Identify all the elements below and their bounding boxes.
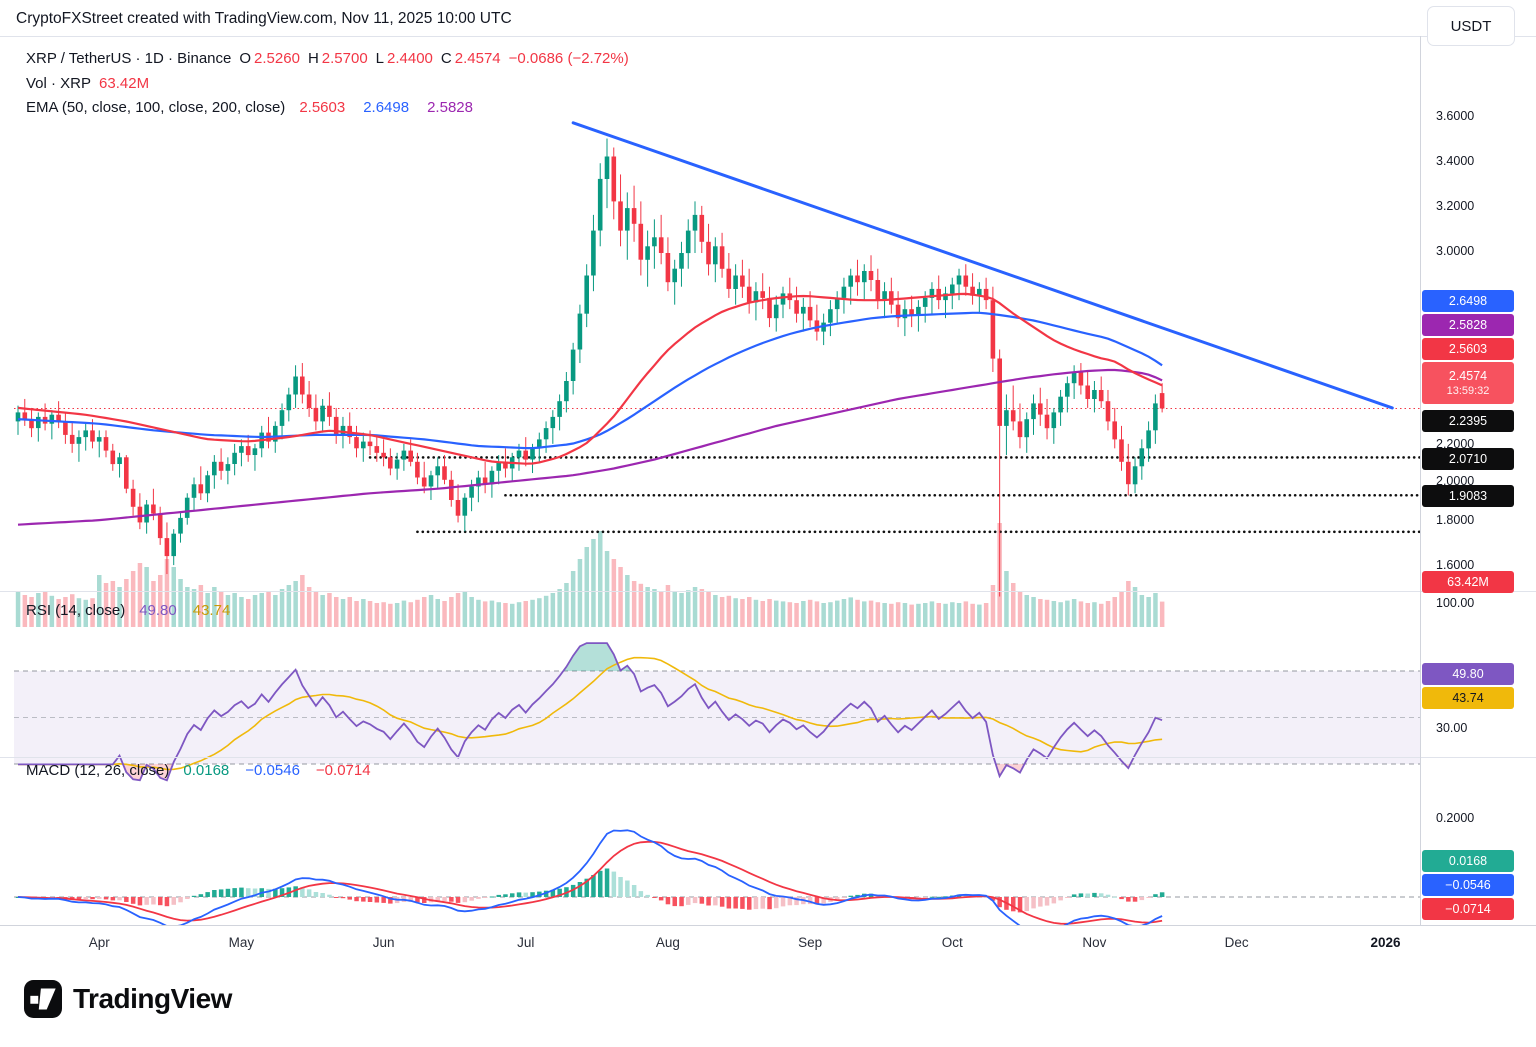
rsi-macd-separator[interactable] (0, 757, 1536, 758)
ema50-price-label: 2.5603 (1422, 338, 1514, 360)
price-tick: 2.2000 (1436, 437, 1475, 451)
ema100-value: 2.6498 (363, 99, 410, 116)
attribution-text: CryptoFXStreet created with TradingView.… (16, 10, 512, 27)
volume-bars (15, 523, 1165, 627)
rsi-ma-axis-label: 43.74 (1422, 687, 1514, 709)
descending-trendline (571, 121, 1394, 410)
chart-area[interactable] (0, 36, 1536, 962)
volume-legend-label: Vol · XRP (26, 75, 92, 92)
price-tick: 3.0000 (1436, 244, 1475, 258)
trendline (571, 121, 1394, 410)
support-level-label-3: 1.9083 (1422, 485, 1514, 507)
ema-legend[interactable]: EMA (50, close, 100, close, 200, close) … (26, 99, 473, 116)
rsi-scale-top: 100.00 (1436, 596, 1475, 610)
tradingview-brand[interactable]: TradingView (24, 980, 232, 1018)
support-level-lines (368, 456, 1420, 534)
ema200-line (17, 368, 1163, 526)
rsi-line (18, 642, 1163, 782)
macd-scale-tick: 0.2000 (1436, 811, 1475, 825)
volume-legend[interactable]: Vol · XRP 63.42M (26, 75, 149, 92)
time-axis-label: Oct (941, 935, 963, 950)
candles (15, 138, 1165, 597)
macd-line (17, 829, 1163, 931)
currency-toggle-button[interactable]: USDT (1427, 6, 1515, 46)
tradingview-brand-text: TradingView (73, 983, 232, 1014)
bar-countdown: 13:59:32 (1446, 384, 1490, 397)
time-axis[interactable]: Apr May Jun Jul Aug Sep Oct Nov Dec 2026 (0, 925, 1536, 963)
rsi-scale-bottom: 30.00 (1436, 721, 1468, 735)
time-axis-label: Jun (372, 935, 395, 950)
price-scale[interactable]: USDT 3.6000 3.4000 3.2000 3.0000 2.2000 … (1420, 0, 1536, 1047)
ema-lines (17, 292, 1163, 526)
price-tick: 3.4000 (1436, 154, 1475, 168)
volume-axis-label: 63.42M (1422, 571, 1514, 593)
rsi-legend[interactable]: RSI (14, close) 49.80 43.74 (26, 602, 230, 619)
rsi-pane (18, 642, 1163, 782)
time-axis-label: Aug (655, 935, 680, 950)
macd-legend-label: MACD (12, 26, close) (26, 762, 170, 779)
ema50-line (17, 292, 1163, 465)
macd-legend[interactable]: MACD (12, 26, close) 0.0168 −0.0546 −0.0… (26, 762, 371, 779)
time-axis-label: Dec (1224, 935, 1249, 950)
time-axis-label: May (228, 935, 255, 950)
macd-hist-value: 0.0168 (183, 762, 230, 779)
last-price-label: 2.4574 13:59:32 (1422, 362, 1514, 404)
price-scale-border (1420, 36, 1421, 925)
macd-pane (15, 829, 1165, 931)
chart-top-border (0, 36, 1536, 37)
ohlc-high: H 2.5700 (307, 50, 368, 67)
ohlc-change: −0.0686 (−2.72%) (508, 50, 629, 67)
support-level-label-2: 2.0710 (1422, 448, 1514, 470)
price-tick: 1.8000 (1436, 513, 1475, 527)
ema-legend-label: EMA (50, close, 100, close, 200, close) (26, 99, 286, 116)
tradingview-logo-icon (24, 980, 62, 1018)
macd-signal-value: −0.0714 (315, 762, 371, 779)
time-axis-label: Sep (798, 935, 823, 950)
price-rsi-separator[interactable] (0, 591, 1536, 592)
rsi-axis-label: 49.80 (1422, 663, 1514, 685)
rsi-value: 49.80 (139, 602, 177, 619)
rsi-ma-value: 43.74 (192, 602, 231, 619)
ohlc-open: O 2.5260 (239, 50, 300, 67)
last-price-value: 2.4574 (1448, 368, 1488, 383)
volume-legend-value: 63.42M (99, 75, 150, 92)
macd-signal-axis-label: −0.0714 (1422, 898, 1514, 920)
chart-canvas[interactable] (14, 72, 1420, 961)
support-level-label-1: 2.2395 (1422, 410, 1514, 432)
time-axis-label: Jul (517, 935, 535, 950)
macd-line-value: −0.0546 (245, 762, 300, 779)
macd-line-axis-label: −0.0546 (1422, 874, 1514, 896)
price-tick: 3.6000 (1436, 109, 1475, 123)
ema50-value: 2.5603 (299, 99, 346, 116)
time-axis-label: Apr (88, 935, 110, 950)
price-tick: 2.0000 (1436, 474, 1475, 488)
macd-hist-axis-label: 0.0168 (1422, 850, 1514, 872)
ohlc-close: C 2.4574 (440, 50, 501, 67)
ema200-value: 2.5828 (427, 99, 473, 116)
rsi-band (14, 670, 1420, 765)
time-axis-label: Nov (1082, 935, 1107, 950)
ema100-price-label: 2.6498 (1422, 290, 1514, 312)
ema100-line (17, 311, 1163, 450)
rsi-legend-label: RSI (14, close) (26, 602, 126, 619)
ema200-price-label: 2.5828 (1422, 314, 1514, 336)
price-tick: 3.2000 (1436, 199, 1475, 213)
price-tick: 1.6000 (1436, 558, 1475, 572)
time-axis-label: 2026 (1370, 935, 1401, 950)
macd-signal-line (17, 840, 1163, 925)
symbol-title[interactable]: XRP / TetherUS · 1D · Binance (26, 50, 232, 67)
ohlc-low: L 2.4400 (375, 50, 433, 67)
